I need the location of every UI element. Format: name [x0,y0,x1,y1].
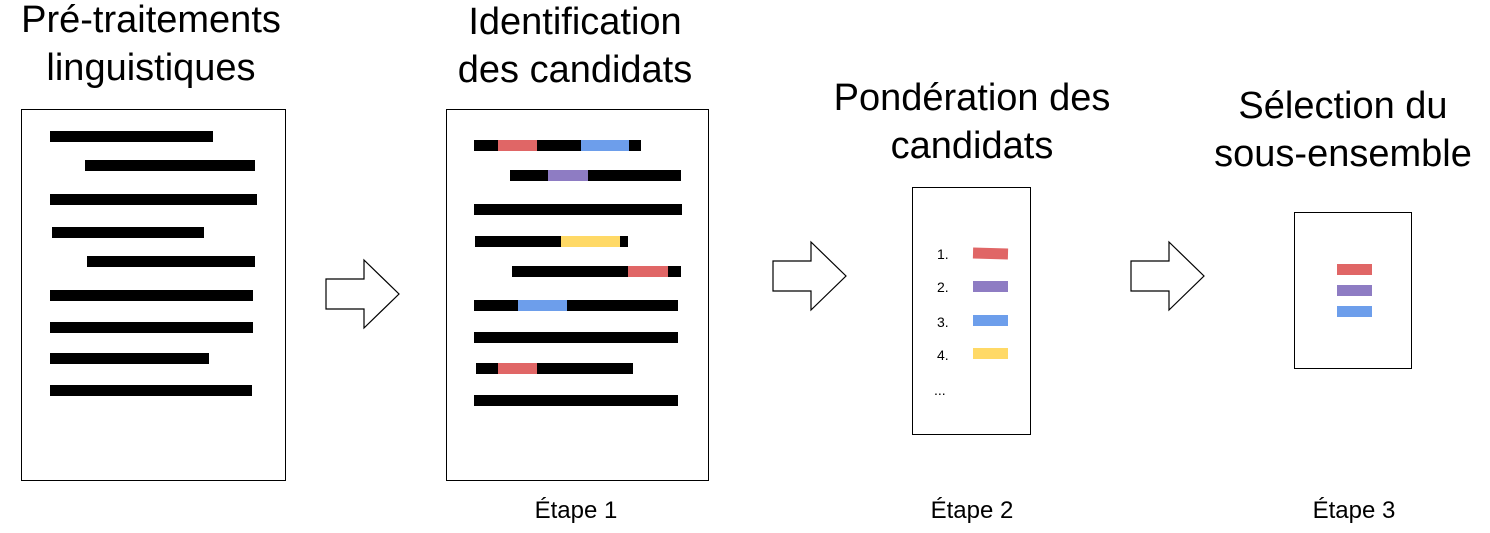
step-label-2: Étape 2 [930,497,1014,524]
title-line: Pré-traitements [21,0,281,41]
ranked-candidate [973,348,1008,359]
right-arrow-icon [772,240,847,312]
document-preprocessed [21,109,286,481]
stage-title-identification: Identification des candidats [430,0,720,94]
selected-subset [1294,212,1412,369]
candidate-highlight [548,170,588,181]
title-line: Identification [468,1,682,43]
step-label-1: Étape 1 [534,497,618,524]
stage-title-weighting: Pondération des candidats [822,74,1122,170]
ranking-list: 1. 2. 3. 4. ... [912,187,1031,435]
title-line: linguistiques [46,47,256,89]
text-line [85,160,255,171]
title-line: sous-ensemble [1214,133,1472,175]
ranked-candidate [973,281,1008,292]
title-line: Pondération des [833,77,1111,119]
text-line [510,170,681,181]
title-line: Sélection du [1238,85,1448,127]
document-candidates [446,109,709,481]
candidate-highlight [498,140,537,151]
candidate-highlight [561,236,620,247]
text-line [475,236,628,247]
text-line [50,353,209,364]
right-arrow-icon [1130,240,1205,312]
text-line [474,300,678,311]
title-line: candidats [890,125,1054,167]
step-label-3: Étape 3 [1312,497,1396,524]
rank-number: 2. [937,279,949,295]
text-line [50,131,213,142]
right-arrow-icon [325,258,400,330]
text-line [50,385,252,396]
text-line [512,266,681,277]
text-line [50,194,257,205]
candidate-highlight [498,363,537,374]
selected-candidate [1337,306,1372,317]
more-ellipsis: ... [934,382,946,398]
text-line [474,140,641,151]
stage-title-preprocessing: Pré-traitements linguistiques [6,0,296,92]
selected-candidate [1337,285,1372,296]
candidate-highlight [518,300,567,311]
text-line [87,256,255,267]
text-line [474,332,678,343]
text-line [474,395,678,406]
rank-number: 4. [937,347,949,363]
text-line [50,322,253,333]
text-line [52,227,204,238]
candidate-highlight [628,266,668,277]
ranked-candidate [972,247,1009,260]
text-line [474,204,682,215]
candidate-highlight [581,140,629,151]
text-line [476,363,633,374]
selected-candidate [1337,264,1372,275]
rank-number: 3. [937,314,949,330]
text-line [50,290,253,301]
title-line: des candidats [457,49,693,91]
ranked-candidate [973,315,1008,326]
stage-title-selection: Sélection du sous-ensemble [1198,82,1488,178]
rank-number: 1. [937,246,949,262]
